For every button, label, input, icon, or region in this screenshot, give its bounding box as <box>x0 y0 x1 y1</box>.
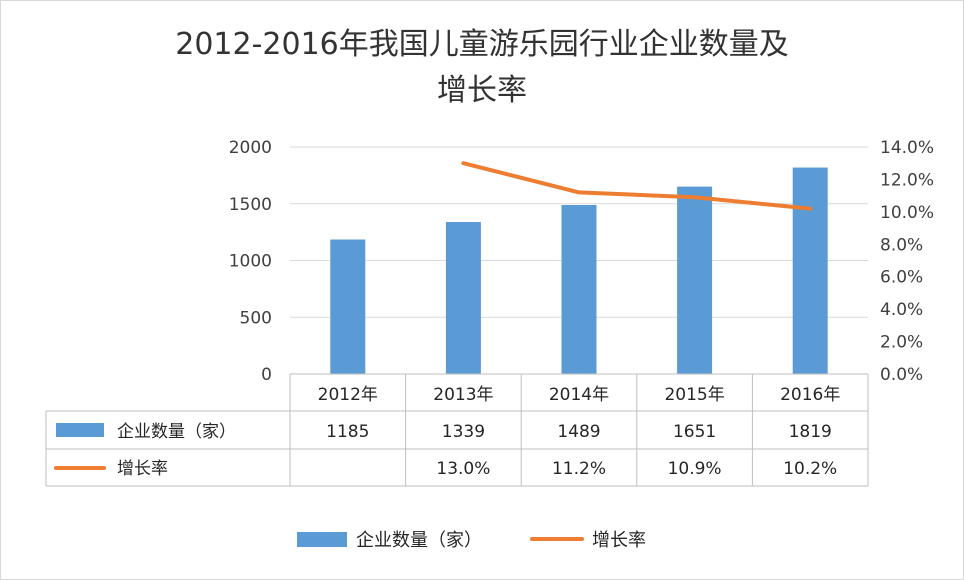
legend-bar-label: 企业数量（家） <box>356 530 482 551</box>
right-tick-label: 4.0% <box>880 300 923 320</box>
right-tick-label: 2.0% <box>880 333 923 353</box>
chart-title-line2: 增长率 <box>437 73 527 108</box>
right-tick-label: 14.0% <box>880 138 934 158</box>
bar <box>677 186 713 374</box>
bar-series-key <box>56 423 104 437</box>
left-tick-label: 1500 <box>229 195 272 215</box>
chart-title-line1: 2012-2016年我国儿童游乐园行业企业数量及 <box>175 27 789 62</box>
line-series-name: 增长率 <box>117 459 168 479</box>
bar-value-cell: 1185 <box>326 422 369 442</box>
rate-value-cell: 10.2% <box>783 459 837 479</box>
bar-series <box>330 167 828 374</box>
rate-value-cell: 10.9% <box>668 459 722 479</box>
category-label: 2015年 <box>664 385 724 405</box>
left-tick-label: 1000 <box>229 252 272 272</box>
bar-value-cell: 1819 <box>789 422 832 442</box>
category-label: 2016年 <box>780 385 840 405</box>
left-tick-label: 500 <box>240 308 272 328</box>
bar <box>445 222 481 374</box>
right-tick-label: 6.0% <box>880 268 923 288</box>
bar-value-cell: 1339 <box>442 422 485 442</box>
left-tick-label: 2000 <box>229 138 272 158</box>
right-tick-label: 10.0% <box>880 203 934 223</box>
bar-value-cell: 1651 <box>673 422 716 442</box>
bar-series-name: 企业数量（家） <box>117 422 236 442</box>
category-label: 2013年 <box>433 385 493 405</box>
rate-value-cell: 13.0% <box>436 459 490 479</box>
category-label: 2012年 <box>318 385 378 405</box>
growth-rate-line <box>461 161 813 211</box>
right-tick-label: 8.0% <box>880 235 923 255</box>
legend: 企业数量（家） 增长率 <box>297 530 646 551</box>
right-tick-label: 0.0% <box>880 365 923 385</box>
bar <box>561 204 597 374</box>
category-label: 2014年 <box>549 385 609 405</box>
legend-bar-key <box>297 532 347 547</box>
left-tick-label: 0 <box>261 365 272 385</box>
bar <box>330 239 366 374</box>
left-axis: 0 500 1000 1500 2000 <box>229 138 272 385</box>
line-series <box>461 161 813 211</box>
right-tick-label: 12.0% <box>880 170 934 190</box>
bar-value-cell: 1489 <box>557 422 600 442</box>
legend-line-label: 增长率 <box>592 530 646 551</box>
bar <box>792 167 828 374</box>
right-axis: 0.0% 2.0% 4.0% 6.0% 8.0% 10.0% 12.0% 14.0% <box>880 138 934 385</box>
rate-value-cell: 11.2% <box>552 459 606 479</box>
